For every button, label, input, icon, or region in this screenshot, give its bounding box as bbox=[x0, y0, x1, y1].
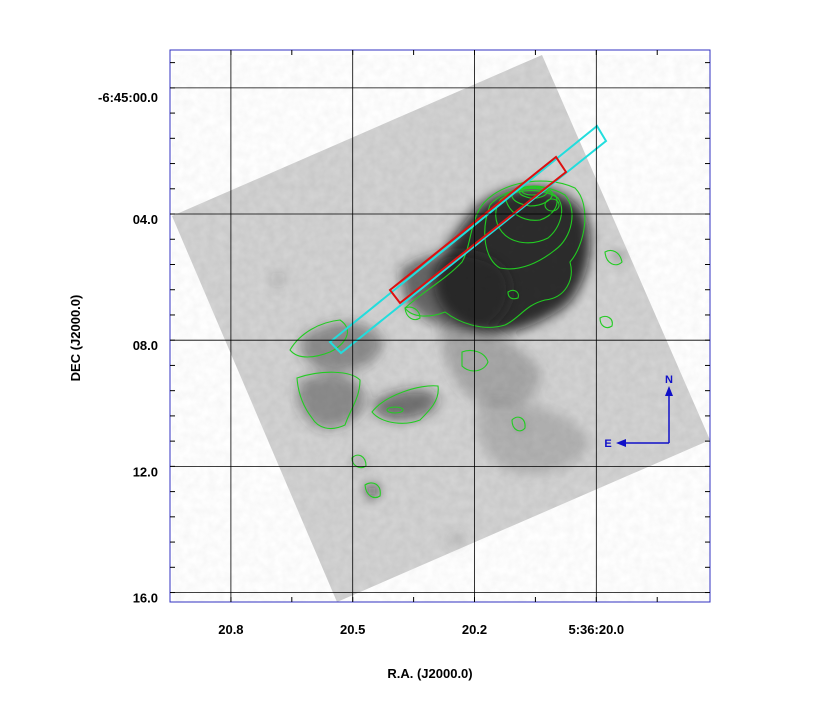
y-tick-label: -6:45:00.0 bbox=[98, 90, 158, 105]
x-tick-label: 20.5 bbox=[340, 622, 365, 637]
y-tick-label: 12.0 bbox=[133, 464, 158, 479]
y-tick-label: 04.0 bbox=[133, 212, 158, 227]
image-noise bbox=[172, 55, 710, 602]
y-tick-label: 16.0 bbox=[133, 591, 158, 606]
y-axis-label: DEC (J2000.0) bbox=[68, 295, 83, 382]
north-arrowhead bbox=[665, 386, 673, 396]
east-label: E bbox=[604, 438, 611, 450]
east-arrowhead bbox=[616, 439, 626, 447]
y-tick-label: 08.0 bbox=[133, 338, 158, 353]
slit-cyan bbox=[328, 124, 608, 355]
x-tick-label: 5:36:20.0 bbox=[568, 622, 624, 637]
x-tick-labels: 20.8 20.5 20.2 5:36:20.0 bbox=[218, 622, 624, 637]
y-tick-labels: -6:45:00.0 04.0 08.0 12.0 16.0 bbox=[98, 90, 158, 606]
coordinate-grid bbox=[170, 50, 710, 602]
frame-ticks bbox=[170, 50, 710, 602]
compass: N E bbox=[604, 374, 673, 450]
slit-red bbox=[388, 155, 568, 305]
x-axis-label: R.A. (J2000.0) bbox=[387, 666, 472, 681]
north-label: N bbox=[665, 374, 673, 386]
plot-frame bbox=[169, 49, 711, 603]
x-tick-label: 20.8 bbox=[218, 622, 243, 637]
sky-image bbox=[172, 55, 710, 602]
x-tick-label: 20.2 bbox=[462, 622, 487, 637]
